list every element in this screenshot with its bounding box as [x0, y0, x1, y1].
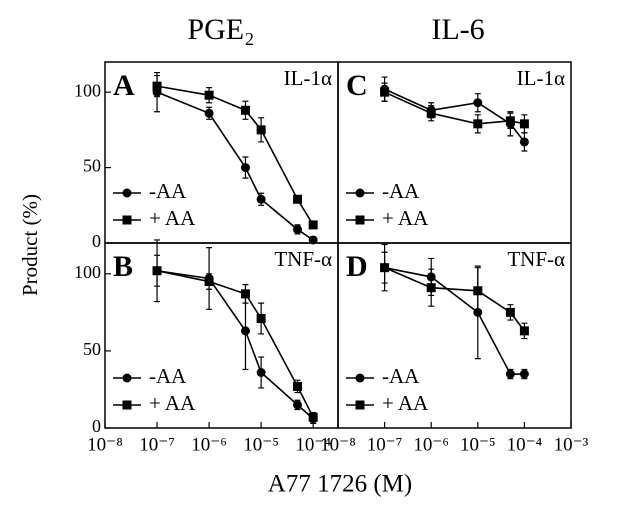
legend-label: + AA: [149, 391, 196, 415]
series-line: [384, 266, 526, 332]
x-tick-label: 10⁻⁶: [191, 434, 227, 455]
x-tick-label: 10⁻⁸: [320, 434, 356, 455]
marker: [426, 283, 436, 293]
x-tick-label: 10⁻⁷: [139, 434, 175, 455]
marker: [308, 235, 318, 245]
series-line: [156, 269, 314, 418]
panel-label: D: [346, 250, 368, 283]
y-tick-label: 50: [83, 339, 101, 359]
marker: [256, 368, 266, 377]
marker: [204, 90, 214, 100]
marker: [519, 119, 529, 129]
series-line: [384, 266, 525, 375]
marker: [256, 194, 266, 204]
legend-label: + AA: [382, 391, 429, 415]
marker: [519, 369, 529, 379]
marker: [473, 286, 483, 296]
x-tick-label: 10⁻³: [554, 434, 589, 455]
legend-label: -AA: [149, 179, 187, 203]
y-tick-label: 100: [74, 80, 101, 100]
marker: [355, 400, 365, 410]
marker: [473, 98, 483, 108]
marker: [240, 105, 250, 115]
marker: [152, 81, 162, 91]
panel-annotation: TNF-α: [507, 247, 565, 271]
y-tick-label: 0: [92, 416, 101, 436]
y-tick-label: 50: [83, 156, 101, 176]
panel-frame: [337, 242, 572, 429]
x-tick-label: 10⁻⁸: [87, 434, 123, 455]
legend-label: -AA: [149, 364, 187, 388]
marker: [355, 215, 365, 225]
legend-label: -AA: [382, 179, 420, 203]
legend-label: + AA: [149, 206, 196, 230]
y-axis-label: Product (%): [18, 194, 42, 296]
series-line: [384, 88, 526, 143]
marker: [293, 194, 303, 204]
marker: [204, 108, 214, 118]
marker: [122, 215, 132, 225]
x-tick-label: 10⁻⁶: [413, 434, 449, 455]
marker: [204, 277, 214, 287]
marker: [293, 224, 303, 234]
marker: [293, 381, 303, 391]
series-line: [156, 85, 314, 226]
marker: [355, 373, 365, 383]
marker: [240, 163, 250, 173]
marker: [240, 326, 250, 336]
marker: [380, 263, 390, 273]
y-tick-label: 100: [74, 262, 101, 282]
x-tick-label: 10⁻⁵: [460, 434, 496, 455]
marker: [122, 400, 132, 410]
x-tick-label: 10⁻⁴: [507, 434, 543, 455]
marker: [256, 314, 266, 324]
marker: [355, 188, 365, 198]
marker: [519, 326, 529, 336]
column-title: IL-6: [431, 13, 484, 46]
marker: [505, 307, 515, 317]
marker: [152, 266, 162, 276]
marker: [293, 400, 303, 410]
x-axis-label: A77 1726 (M): [268, 471, 412, 498]
marker: [240, 289, 250, 299]
legend-label: + AA: [382, 206, 429, 230]
marker: [308, 412, 318, 422]
marker: [122, 373, 132, 383]
panel-annotation: IL-1α: [284, 66, 332, 90]
x-tick-label: 10⁻⁴: [295, 434, 331, 455]
marker: [519, 137, 529, 147]
panel-label: A: [113, 69, 135, 102]
marker: [380, 87, 390, 97]
panel-annotation: TNF-α: [274, 247, 332, 271]
marker: [308, 220, 318, 230]
marker: [426, 108, 436, 118]
column-title: PGE₂: [187, 13, 254, 46]
marker: [505, 369, 515, 379]
marker: [505, 116, 515, 126]
panel-label: B: [113, 250, 133, 283]
y-tick-label: 0: [92, 231, 101, 251]
legend-label: -AA: [382, 364, 420, 388]
panel-label: C: [346, 69, 368, 102]
marker: [473, 119, 483, 129]
marker: [256, 125, 266, 135]
marker: [122, 188, 132, 198]
panel-annotation: IL-1α: [517, 66, 565, 90]
x-tick-label: 10⁻⁷: [367, 434, 403, 455]
x-tick-label: 10⁻⁵: [243, 434, 279, 455]
